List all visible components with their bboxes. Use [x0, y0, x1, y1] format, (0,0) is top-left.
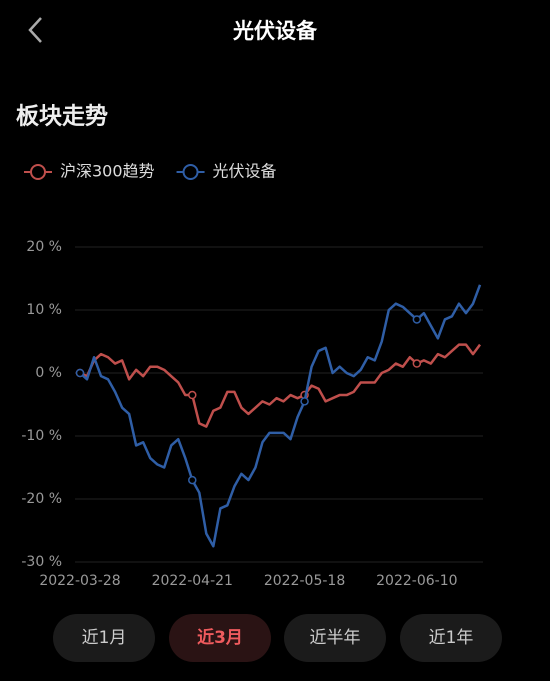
y-tick-label: -20 % [21, 491, 62, 507]
range-button[interactable] [169, 614, 271, 662]
series-line [79, 284, 482, 548]
y-tick-label: 20 % [26, 239, 62, 255]
y-tick-label: 0 % [35, 365, 62, 381]
point-marker [75, 368, 85, 378]
y-tick-label: 10 % [26, 302, 62, 318]
legend-marker [182, 164, 199, 180]
legend-marker [30, 164, 46, 180]
point-marker [300, 397, 309, 406]
legend-label: 沪深300趋势 [60, 162, 155, 181]
y-tick-label: -10 % [21, 428, 62, 444]
range-button-label[interactable]: 近1年 [429, 628, 474, 648]
range-button-label[interactable]: 近1月 [82, 628, 127, 648]
back-button[interactable] [28, 17, 42, 43]
range-button[interactable] [53, 614, 155, 662]
range-button-label[interactable]: 近3月 [197, 627, 243, 648]
point-marker [188, 390, 197, 400]
point-marker [412, 359, 422, 368]
y-tick-label: -30 % [21, 554, 62, 570]
x-tick-label: 2022-04-21 [152, 573, 233, 589]
page-title: 光伏设备 [232, 19, 318, 43]
point-marker [188, 475, 197, 485]
range-button-label[interactable]: 近半年 [310, 628, 361, 648]
range-button[interactable] [284, 614, 386, 662]
x-tick-label: 2022-05-18 [264, 573, 345, 589]
range-button[interactable] [400, 614, 502, 662]
x-tick-label: 2022-03-28 [39, 573, 120, 589]
section-title: 板块走势 [16, 104, 108, 130]
series-line [79, 343, 482, 428]
legend-label: 光伏设备 [213, 162, 277, 181]
point-marker [412, 315, 422, 324]
x-tick-label: 2022-06-10 [376, 573, 457, 589]
